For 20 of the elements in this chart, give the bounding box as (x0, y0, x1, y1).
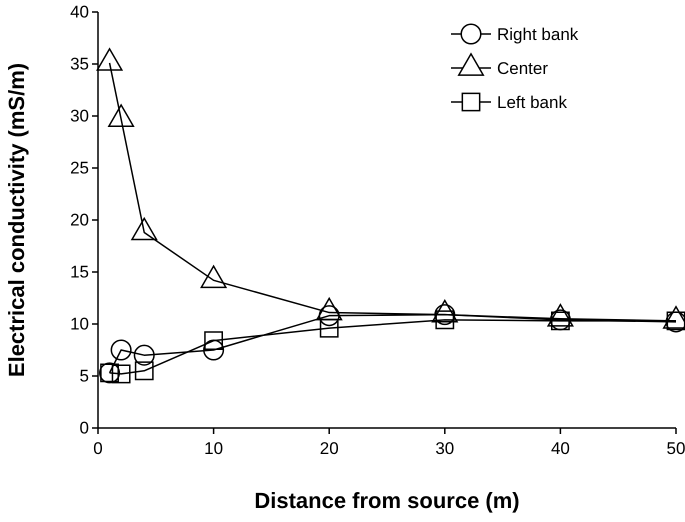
x-tick-label: 0 (93, 439, 103, 458)
x-tick-label: 10 (204, 439, 224, 458)
y-tick-label: 30 (70, 106, 89, 126)
legend-label: Left bank (497, 92, 568, 112)
y-tick-label: 15 (70, 262, 89, 282)
y-axis-title: Electrical conductivity (mS/m) (4, 62, 29, 378)
y-tick-label: 40 (70, 2, 89, 22)
y-tick-label: 35 (70, 54, 89, 74)
y-tick-label: 20 (70, 210, 89, 230)
x-tick-label: 30 (435, 439, 454, 458)
x-axis-title: Distance from source (m) (254, 488, 520, 513)
legend-label: Center (497, 58, 548, 78)
y-tick-label: 0 (80, 418, 89, 438)
y-tick-label: 25 (70, 158, 89, 178)
x-tick-label: 40 (550, 439, 570, 458)
y-tick-label: 10 (70, 314, 89, 334)
x-tick-label: 20 (320, 439, 339, 458)
y-tick-label: 5 (80, 366, 89, 386)
legend-label: Right bank (497, 24, 579, 44)
x-tick-label: 50 (666, 439, 685, 458)
